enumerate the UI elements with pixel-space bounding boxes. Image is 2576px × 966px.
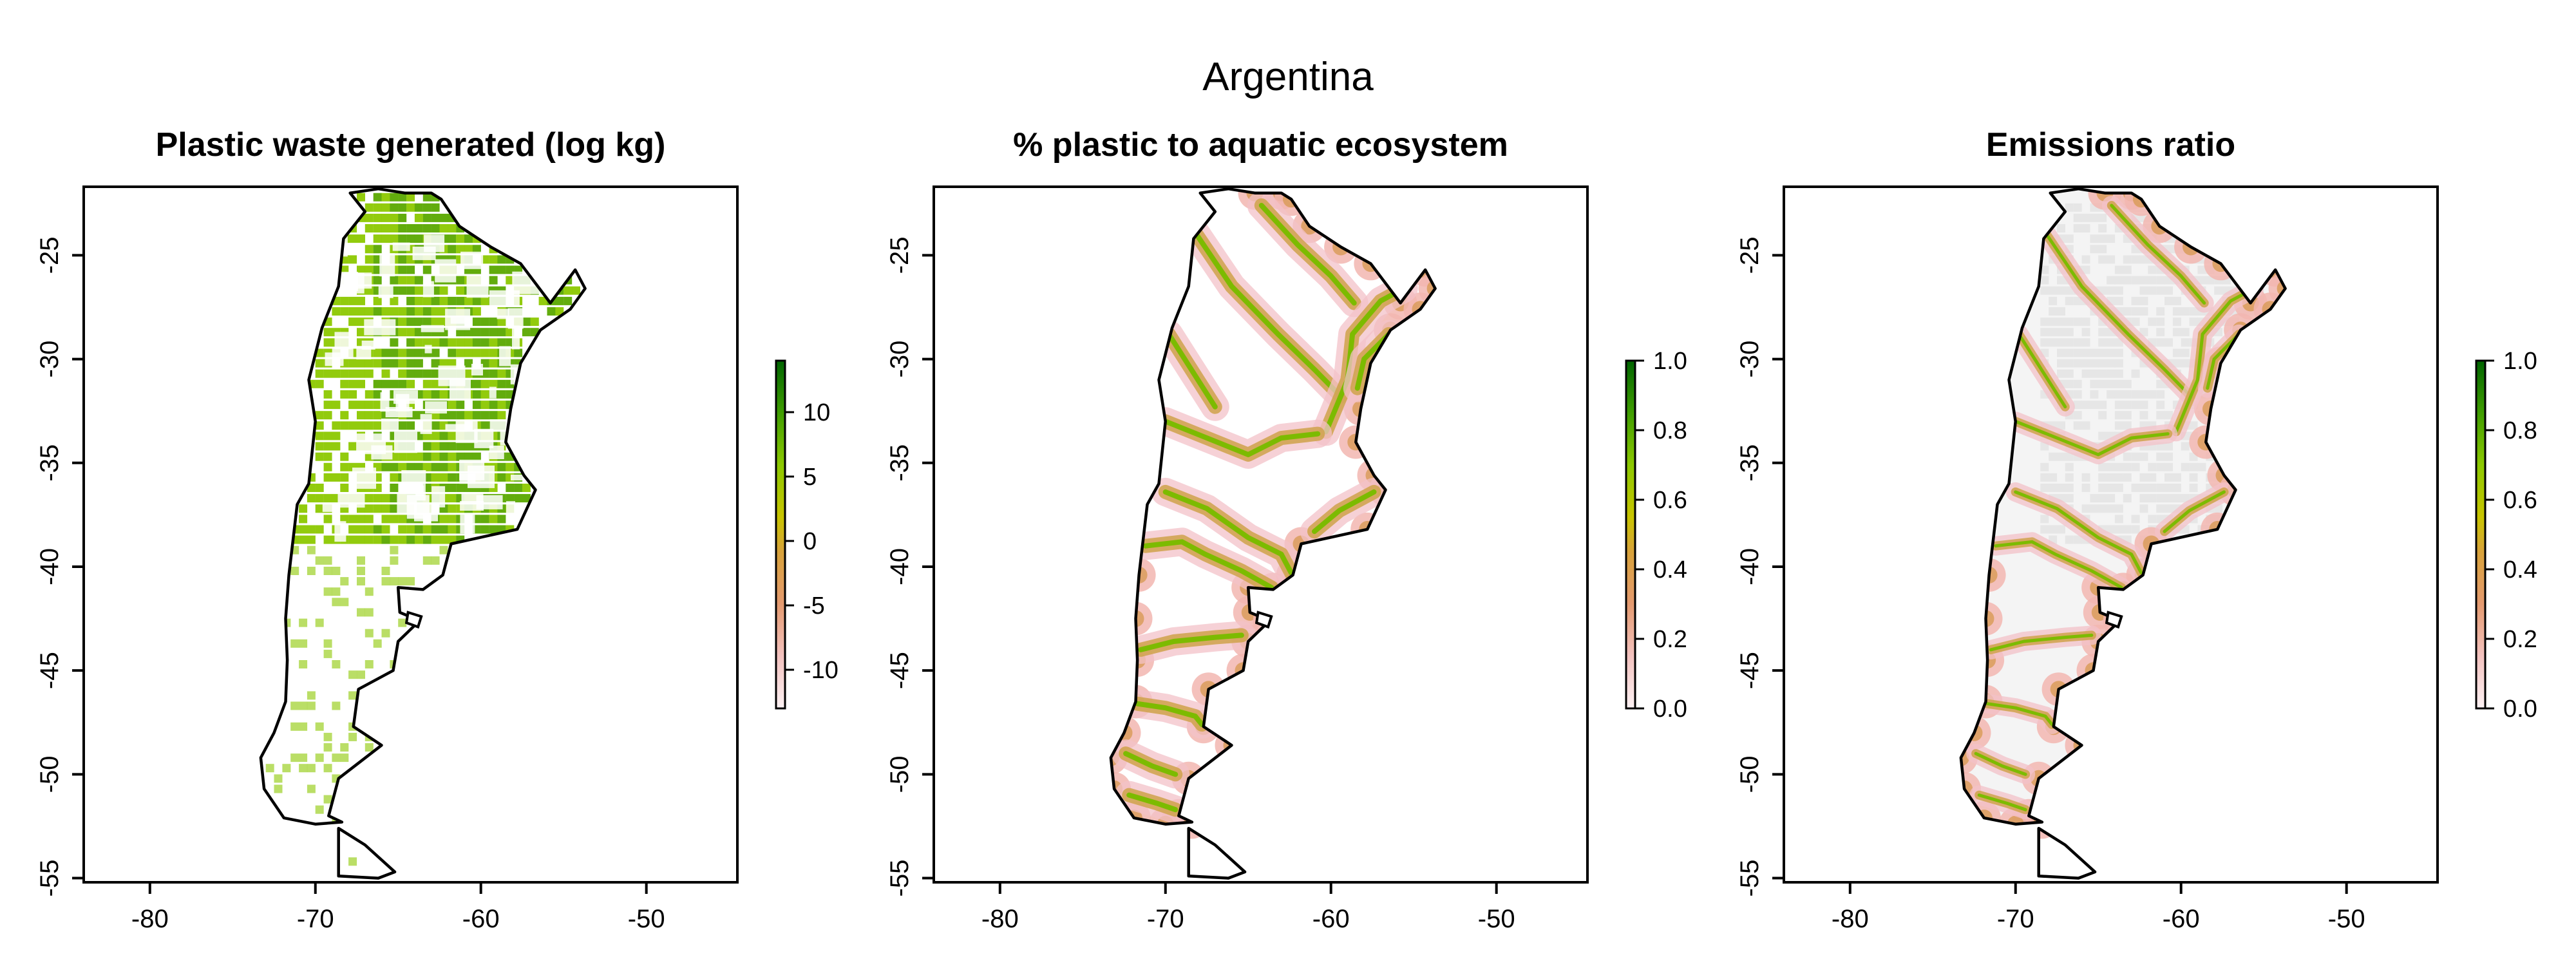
valdes-peninsula-outline [404, 611, 423, 629]
colorbar: 10 5 0 -5 -10 [775, 359, 838, 710]
colorbar-label: 1.0 [1653, 348, 1687, 375]
x-tick-label: -60 [2163, 905, 2200, 933]
map-panel-3: Emissions ratio -80 -70 -60 -50 -25 -30 -35 -40 -… [1736, 126, 2537, 933]
colorbar-label: 5 [803, 464, 817, 491]
x-tick-label: -50 [628, 905, 665, 933]
colorbar-label: 0.6 [2503, 487, 2537, 514]
colorbar-ramp [2475, 359, 2486, 710]
x-tick-label: -80 [981, 905, 1019, 933]
y-tick-label: -25 [1736, 236, 1764, 274]
x-tick-label: -70 [1997, 905, 2034, 933]
y-tick-label: -45 [35, 652, 64, 689]
colorbar: 1.0 0.8 0.6 0.4 0.2 0.0 [1625, 348, 1687, 723]
colorbar-label: 0.4 [1653, 556, 1687, 583]
y-tick-label: -45 [886, 652, 914, 689]
y-tick-label: -40 [35, 548, 64, 585]
y-tick-label: -50 [886, 755, 914, 793]
y-tick-label: -35 [35, 444, 64, 482]
colorbar-label: 0.6 [1653, 487, 1687, 514]
colorbar-label: 0.0 [1653, 696, 1687, 723]
valdes-peninsula-outline [1255, 611, 1273, 629]
colorbar-ramp [775, 359, 786, 710]
y-tick-label: -55 [35, 860, 64, 897]
map-panel-2: % plastic to aquatic ecosystem -80 -70 -60 -… [886, 126, 1687, 933]
x-tick-label: -60 [462, 905, 500, 933]
map-raster [1960, 189, 2286, 841]
country-outline [259, 187, 587, 826]
x-tick-label: -60 [1312, 905, 1350, 933]
x-tick-label: -80 [1832, 905, 1869, 933]
colorbar-label: 10 [803, 399, 830, 426]
y-tick-label: -30 [1736, 341, 1764, 378]
panel-title: Plastic waste generated (log kg) [156, 126, 666, 164]
plot-frame [1783, 185, 2439, 884]
colorbar-label: -10 [803, 657, 838, 684]
colorbar-label: 0.8 [2503, 417, 2537, 444]
country-outline [1959, 187, 2287, 826]
x-tick-label: -70 [1147, 905, 1184, 933]
valdes-peninsula-outline [2105, 611, 2123, 629]
y-tick-label: -35 [1736, 444, 1764, 482]
figure-title: Argentina [1202, 55, 1374, 99]
x-tick-label: -80 [131, 905, 169, 933]
colorbar-label: 0.2 [2503, 626, 2537, 653]
colorbar-label: 0.2 [1653, 626, 1687, 653]
y-tick-label: -50 [1736, 755, 1764, 793]
map-panel-1: Plastic waste generated (log kg) -80 -70 -6… [35, 126, 838, 933]
x-tick-label: -50 [1478, 905, 1515, 933]
country-outline [1109, 187, 1437, 826]
panels: Plastic waste generated (log kg) -80 -70 -6… [35, 126, 2537, 933]
colorbar: 1.0 0.8 0.6 0.4 0.2 0.0 [2475, 348, 2537, 723]
x-tick-label: -70 [297, 905, 334, 933]
map-raster [265, 193, 580, 866]
y-tick-label: -40 [1736, 548, 1764, 585]
tierra-del-fuego-outline [1187, 826, 1247, 880]
colorbar-ramp [1625, 359, 1636, 710]
y-tick-label: -45 [1736, 652, 1764, 689]
y-tick-label: -30 [886, 341, 914, 378]
y-tick-label: -25 [886, 236, 914, 274]
y-tick-label: -25 [35, 236, 64, 274]
colorbar-label: -5 [803, 592, 825, 620]
colorbar-label: 0.0 [2503, 696, 2537, 723]
y-tick-label: -55 [886, 860, 914, 897]
y-tick-label: -40 [886, 548, 914, 585]
panel-title: % plastic to aquatic ecosystem [1013, 126, 1508, 164]
y-tick-label: -50 [35, 755, 64, 793]
colorbar-label: 0.4 [2503, 556, 2537, 583]
colorbar-label: 1.0 [2503, 348, 2537, 375]
panel-title: Emissions ratio [1986, 126, 2235, 164]
x-tick-label: -50 [2328, 905, 2365, 933]
tierra-del-fuego-outline [2037, 826, 2097, 880]
y-tick-label: -55 [1736, 860, 1764, 897]
plot-frame [82, 185, 739, 884]
tierra-del-fuego-outline [337, 826, 397, 880]
colorbar-label: 0 [803, 528, 817, 555]
y-tick-label: -30 [35, 341, 64, 378]
plot-frame [933, 185, 1589, 884]
y-tick-label: -35 [886, 444, 914, 482]
colorbar-label: 0.8 [1653, 417, 1687, 444]
